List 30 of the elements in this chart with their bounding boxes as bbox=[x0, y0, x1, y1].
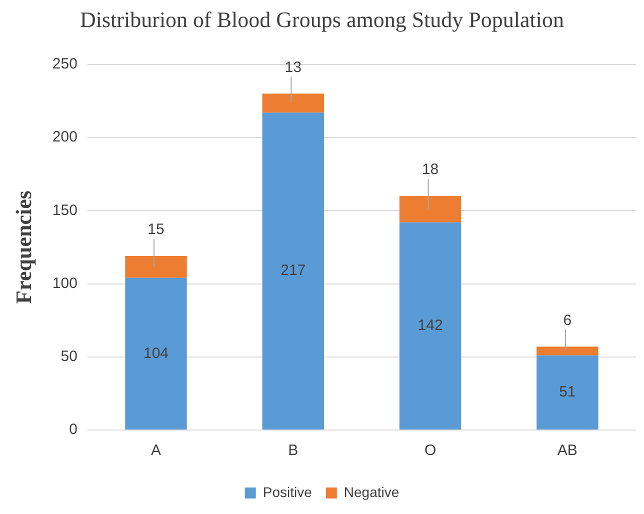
bar bbox=[536, 346, 598, 356]
y-tick-label: 150 bbox=[52, 202, 78, 219]
x-tick-label: O bbox=[424, 442, 436, 460]
bar bbox=[262, 94, 324, 113]
y-axis-title: Frequencies bbox=[10, 190, 36, 304]
data-label: 104 bbox=[143, 344, 169, 362]
y-tick-label: 50 bbox=[60, 348, 78, 366]
data-label: 13 bbox=[284, 58, 302, 76]
bar bbox=[262, 112, 324, 430]
bar bbox=[125, 278, 187, 430]
y-tick-label: 100 bbox=[52, 274, 78, 292]
bar bbox=[399, 196, 462, 222]
data-label: 217 bbox=[280, 262, 306, 280]
bar bbox=[125, 256, 187, 278]
y-tick-label: 200 bbox=[52, 128, 78, 146]
data-label: 142 bbox=[418, 317, 443, 334]
data-label: 51 bbox=[559, 384, 576, 401]
bar bbox=[399, 222, 462, 430]
x-tick-label: A bbox=[150, 442, 162, 460]
legend-label: Negative bbox=[344, 484, 400, 500]
y-tick-label: 0 bbox=[69, 421, 78, 438]
y-tick-label: 250 bbox=[52, 56, 78, 73]
data-label: 18 bbox=[422, 161, 439, 178]
data-label: 15 bbox=[148, 221, 164, 238]
chart-title: Distriburion of Blood Groups among Study Population bbox=[80, 6, 564, 32]
data-label: 6 bbox=[563, 312, 572, 329]
x-tick-label: AB bbox=[557, 442, 578, 460]
bar bbox=[536, 355, 598, 430]
x-tick-label: B bbox=[288, 442, 298, 460]
legend-label: Positive bbox=[262, 484, 312, 500]
